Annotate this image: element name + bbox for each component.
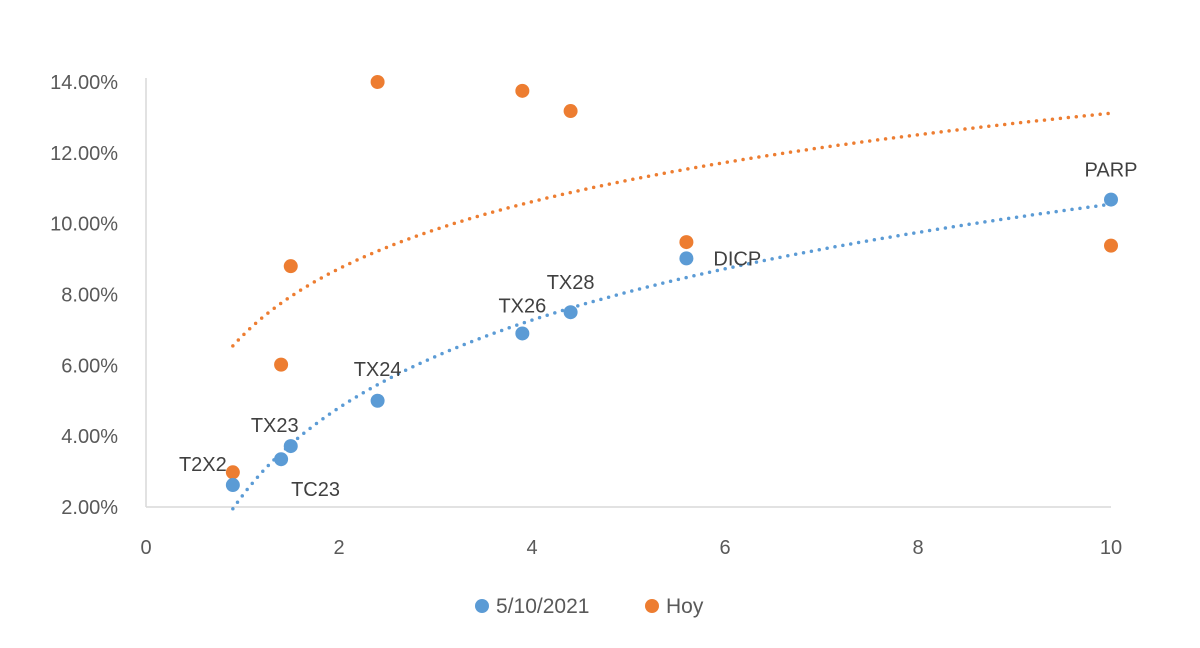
x-tick-label: 8: [912, 537, 923, 559]
data-point-series-0: [515, 326, 530, 341]
legend-entry: 5/10/2021: [496, 595, 589, 618]
x-tick-label: 10: [1100, 537, 1122, 559]
data-label: TC23: [291, 479, 340, 501]
data-point-series-0: [679, 251, 694, 266]
legend: 5/10/2021 Hoy: [475, 595, 704, 618]
y-tick-label: 8.00%: [61, 285, 118, 307]
y-tick-label: 14.00%: [50, 72, 118, 94]
y-tick-label: 10.00%: [50, 214, 118, 236]
x-tick-label: 4: [526, 537, 537, 559]
trendlines: [231, 111, 1113, 511]
data-point-series-1: [225, 465, 240, 480]
data-label: TX26: [498, 295, 546, 317]
y-tick-label: 12.00%: [50, 143, 118, 165]
data-label: TX23: [251, 415, 299, 437]
y-tick-label: 4.00%: [61, 426, 118, 448]
data-label: TX28: [547, 272, 595, 294]
data-point-series-1: [515, 83, 530, 98]
data-point-series-1: [563, 104, 578, 119]
data-point-series-1: [679, 235, 694, 250]
data-point-series-1: [1104, 238, 1118, 253]
data-point-series-0: [225, 478, 240, 493]
data-point-series-1: [283, 259, 298, 274]
x-tick-label: 6: [719, 537, 730, 559]
legend-entry: Hoy: [666, 595, 704, 618]
data-points: [225, 75, 1118, 493]
data-label: PARP: [1085, 160, 1138, 182]
y-tick-label: 6.00%: [61, 355, 118, 377]
data-point-series-0: [283, 439, 298, 454]
y-tick-label: 2.00%: [61, 497, 118, 519]
x-tick-label: 2: [333, 537, 344, 559]
x-tick-label: 0: [140, 537, 151, 559]
trendline-series-1: [231, 111, 1113, 348]
legend-marker: [645, 599, 659, 613]
legend-marker: [475, 599, 489, 613]
data-point-series-0: [563, 305, 578, 320]
data-point-series-0: [1104, 192, 1118, 207]
trendline-series-0: [231, 202, 1113, 511]
data-label: TX24: [354, 359, 402, 381]
data-point-series-0: [274, 452, 289, 467]
data-point-series-1: [274, 357, 289, 372]
data-label: T2X2: [179, 454, 227, 476]
data-point-series-1: [370, 75, 385, 89]
axes: 2.00% 4.00% 6.00% 8.00% 10.00% 12.00% 14.00% 0 2…: [50, 72, 1122, 559]
data-point-series-0: [370, 393, 385, 408]
data-label: DICP: [713, 248, 761, 270]
